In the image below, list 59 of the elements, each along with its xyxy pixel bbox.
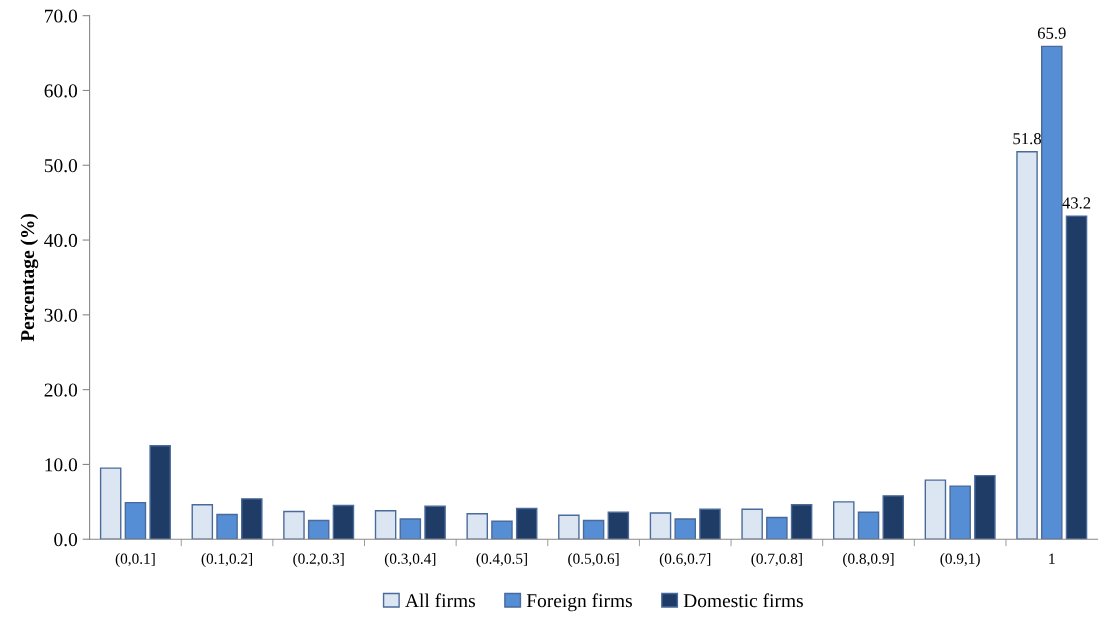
bar	[332, 504, 355, 540]
bar	[558, 514, 580, 540]
bar	[699, 508, 721, 540]
y-tick-label: 30.0	[44, 308, 78, 322]
bar	[307, 519, 330, 540]
bar	[857, 511, 880, 540]
x-tick-label: (0.5,0.6]	[568, 553, 619, 567]
bar	[216, 513, 238, 540]
y-tick-label: 40.0	[44, 233, 78, 248]
x-tick-label: (0.3,0.4]	[384, 553, 436, 567]
bar	[741, 508, 763, 540]
bar	[790, 504, 813, 540]
bar	[1065, 215, 1088, 540]
bar	[949, 485, 971, 540]
data-label: 65.9	[1037, 27, 1066, 39]
legend-label: Foreign firms	[526, 593, 632, 612]
bar	[766, 516, 788, 540]
bar	[924, 479, 947, 540]
bar	[649, 512, 672, 540]
bar	[283, 510, 305, 540]
legend-label: All firms	[405, 593, 475, 608]
y-axis-title: Percentage (%)	[20, 213, 39, 342]
bar	[491, 520, 513, 540]
bar	[1016, 151, 1038, 540]
bar	[466, 513, 488, 540]
bar	[149, 445, 171, 540]
x-tick-label: (0.4,0.5]	[476, 553, 527, 567]
y-tick-label: 20.0	[44, 383, 78, 397]
bar	[582, 519, 605, 540]
bar	[399, 518, 422, 540]
bar	[99, 467, 122, 540]
y-tick-label: 10.0	[45, 458, 78, 472]
bar	[374, 510, 397, 540]
x-tick-label: (0.9,1)	[940, 553, 980, 567]
y-tick-label: 0.0	[54, 533, 78, 547]
bar	[607, 511, 630, 540]
x-tick-label: (0.8,0.9]	[843, 553, 894, 567]
bar	[974, 474, 996, 540]
legend-label: Domestic firms	[683, 593, 803, 608]
x-tick-label: (0.2,0.3]	[293, 553, 344, 567]
bar	[424, 505, 446, 540]
data-label: 43.2	[1062, 197, 1091, 209]
bar	[832, 501, 855, 540]
bar	[241, 498, 263, 540]
data-label: 51.8	[1013, 133, 1041, 145]
y-tick-label: 60.0	[44, 84, 78, 98]
x-tick-label: (0.6,0.7]	[659, 553, 711, 567]
x-tick-label: 1	[1049, 553, 1055, 564]
y-tick-label: 50.0	[44, 159, 78, 173]
bar	[674, 518, 697, 540]
y-tick-label: 70.0	[45, 9, 78, 23]
x-tick-label: (0,0.1]	[115, 553, 155, 567]
x-tick-label: (0.1,0.2]	[201, 553, 253, 567]
bar	[191, 504, 214, 540]
bar	[1041, 45, 1063, 540]
bar	[882, 495, 905, 540]
bar	[124, 501, 147, 540]
x-tick-label: (0.7,0.8]	[751, 553, 802, 567]
bar	[515, 507, 538, 540]
